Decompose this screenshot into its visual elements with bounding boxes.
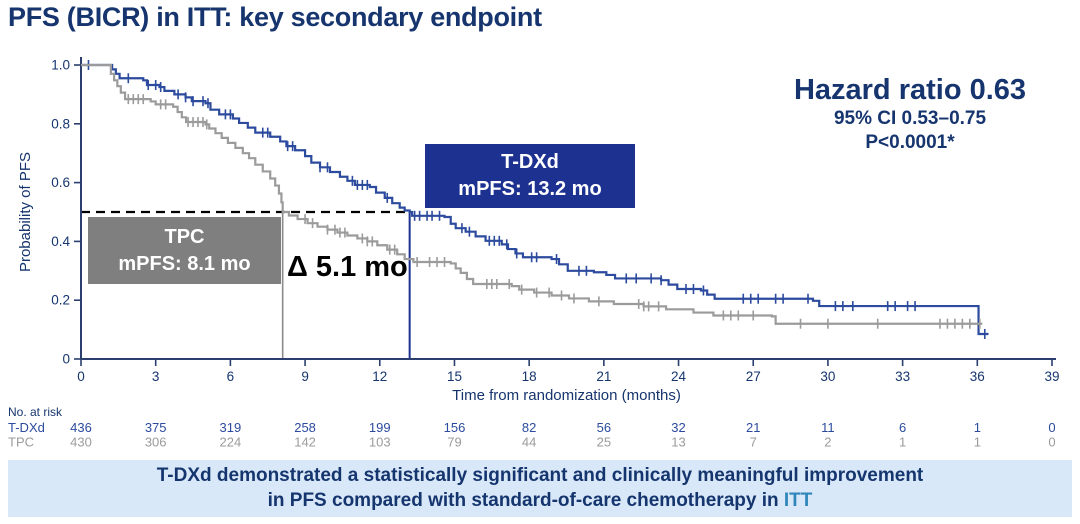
risk-count: 32 [671,420,685,435]
conclusion-line2-text: in PFS compared with standard-of-care ch… [267,489,784,511]
y-tick-label: 1.0 [51,58,70,73]
km-curve-tpc [81,63,983,325]
risk-count: 82 [522,420,536,435]
tpc-median-callout: TPC mPFS: 8.1 mo [88,217,281,284]
risk-count: 25 [597,435,611,450]
y-axis-title: Probability of PFS [17,152,34,272]
x-axis-title: Time from randomization (months) [452,387,681,404]
risk-count: 103 [369,435,391,450]
risk-count: 79 [447,435,461,450]
conclusion-itt-highlight: ITT [783,489,813,511]
risk-count: 306 [145,435,167,450]
tpc-mpfs-value: mPFS: 8.1 mo [118,252,251,275]
km-chart: 0 3 6 9 12 15 18 21 24 27 30 33 36 391.00.80.60.40.20… [8,57,1060,450]
conclusion-banner: T-DXd demonstrated a statistically signi… [8,460,1072,517]
x-tick-label: 21 [596,369,611,384]
no-at-risk-label: No. at risk [8,405,63,419]
y-tick-label: 0.8 [51,116,70,131]
risk-count: 44 [522,435,536,450]
x-tick-label: 15 [447,369,462,384]
risk-count: 430 [70,435,92,450]
p-value: P<0.0001* [865,132,955,154]
hazard-ratio-value: Hazard ratio 0.63 [793,74,1027,106]
risk-count: 21 [746,420,760,435]
risk-count: 6 [899,420,906,435]
risk-count: 2 [824,435,831,450]
tdxd-mpfs-value: mPFS: 13.2 mo [458,178,602,200]
tdxd-median-callout: T-DXd mPFS: 13.2 mo [425,144,635,208]
conclusion-line2: in PFS compared with standard-of-care ch… [8,489,1072,514]
risk-count: 0 [1048,435,1055,450]
x-tick-label: 9 [301,369,309,384]
confidence-interval: 95% CI 0.53–0.75 [833,108,987,130]
x-tick-label: 24 [671,369,687,384]
risk-count: 199 [369,420,391,435]
risk-count: 0 [1048,420,1055,435]
median-delta-annotation: Δ 5.1 mo [287,251,408,283]
y-tick-label: 0.6 [51,175,70,190]
x-tick-label: 33 [895,369,910,384]
x-tick-label: 3 [152,369,160,384]
risk-count: 56 [597,420,611,435]
risk-count: 13 [671,435,685,450]
x-tick-label: 39 [1044,369,1059,384]
risk-count: 1 [974,435,981,450]
x-tick-label: 0 [77,369,85,384]
page-title: PFS (BICR) in ITT: key secondary endpoin… [8,2,542,32]
risk-count: 258 [294,420,316,435]
hazard-ratio-block: Hazard ratio 0.63 95% CI 0.53–0.75 P<0.0… [745,74,1075,155]
risk-row-name: TPC [8,435,34,450]
x-tick-label: 36 [970,369,985,384]
risk-count: 7 [750,435,757,450]
risk-count: 436 [70,420,92,435]
risk-count: 11 [821,420,835,435]
risk-count: 319 [220,420,242,435]
km-curve-t-dxd [81,63,989,336]
x-tick-label: 18 [522,369,537,384]
tdxd-label: T-DXd [501,151,559,173]
x-tick-label: 6 [227,369,235,384]
risk-count: 156 [444,420,466,435]
x-tick-label: 27 [746,369,761,384]
risk-count: 1 [899,435,906,450]
x-tick-label: 12 [372,369,387,384]
y-tick-label: 0.2 [51,293,70,308]
risk-count: 1 [974,420,981,435]
conclusion-line1: T-DXd demonstrated a statistically signi… [156,464,924,486]
risk-count: 224 [220,435,242,450]
risk-count: 375 [145,420,167,435]
risk-count: 142 [294,435,316,450]
tpc-label: TPC [164,225,205,248]
y-tick-label: 0 [62,352,70,367]
risk-row-name: T-DXd [8,420,45,435]
y-tick-label: 0.4 [51,234,70,249]
x-tick-label: 30 [820,369,835,384]
